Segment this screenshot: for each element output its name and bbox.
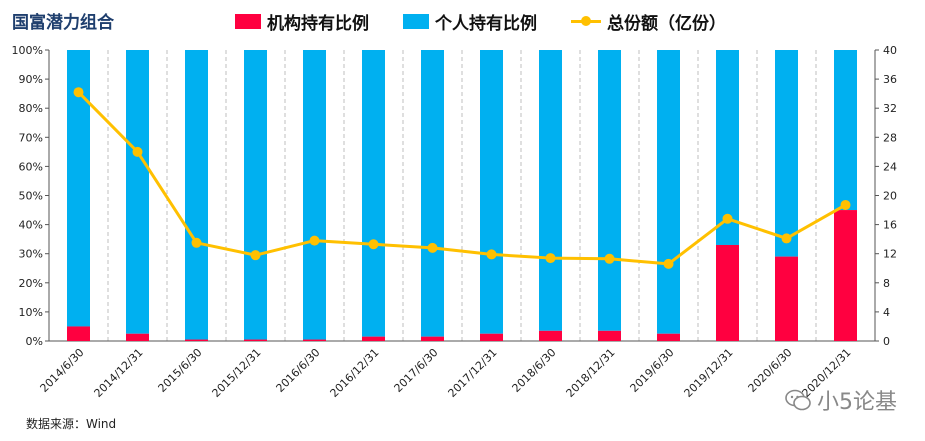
bar-individual <box>657 50 680 334</box>
legend-swatch-total <box>571 14 601 29</box>
point-total-shares <box>191 237 202 248</box>
x-tick-label: 2018/6/30 <box>510 346 559 395</box>
y-right-tick-label: 32 <box>883 102 897 115</box>
y-left-tick-label: 70% <box>19 131 43 144</box>
y-left-tick-label: 90% <box>19 73 43 86</box>
bar-institutional <box>657 333 680 341</box>
legend-swatch-individual <box>403 14 429 29</box>
bar-individual <box>362 50 385 337</box>
point-total-shares <box>368 239 379 250</box>
y-left-tick-label: 50% <box>19 190 43 203</box>
y-right-tick-label: 12 <box>883 248 897 261</box>
y-right-tick-label: 0 <box>883 335 890 348</box>
y-right-tick-label: 24 <box>883 160 897 173</box>
bar-institutional <box>303 339 326 341</box>
bar-individual <box>421 50 444 337</box>
bar-individual <box>539 50 562 331</box>
y-left-tick-label: 60% <box>19 160 43 173</box>
bar-institutional <box>421 336 444 341</box>
y-right-tick-label: 16 <box>883 219 897 232</box>
x-tick-label: 2017/6/30 <box>392 346 441 395</box>
bar-institutional <box>126 333 149 341</box>
x-tick-label: 2018/12/31 <box>564 346 618 400</box>
bar-institutional <box>539 330 562 341</box>
point-total-shares <box>486 249 497 260</box>
point-total-shares <box>73 87 84 98</box>
legend-item-total: 总份额（亿份） <box>571 9 726 34</box>
bar-individual <box>598 50 621 331</box>
wechat-icon <box>785 389 811 411</box>
point-total-shares <box>722 213 733 224</box>
bar-institutional <box>716 244 739 341</box>
bar-institutional <box>834 210 857 341</box>
point-total-shares <box>663 258 674 269</box>
x-tick-label: 2015/6/30 <box>156 346 205 395</box>
bar-individual <box>244 50 267 340</box>
bar-institutional <box>598 330 621 341</box>
legend-item-individual: 个人持有比例 <box>403 9 537 34</box>
bar-institutional <box>67 326 90 341</box>
bar-individual <box>185 50 208 340</box>
legend-label-institutional: 机构持有比例 <box>267 14 369 34</box>
y-left-tick-label: 80% <box>19 102 43 115</box>
y-left-tick-label: 20% <box>19 277 43 290</box>
x-tick-label: 2016/6/30 <box>274 346 323 395</box>
line-total-shares <box>77 91 847 266</box>
point-total-shares <box>309 235 320 246</box>
bar-institutional <box>244 339 267 341</box>
bar-individual <box>480 50 503 334</box>
y-left-tick-label: 40% <box>19 219 43 232</box>
x-tick-label: 2014/12/31 <box>92 346 146 400</box>
bar-institutional <box>775 256 798 341</box>
source-note: 数据来源：Wind <box>26 417 117 431</box>
y-right-tick-label: 36 <box>883 73 897 86</box>
bar-individual <box>716 50 739 245</box>
x-tick-label: 2019/12/31 <box>682 346 736 400</box>
x-tick-label: 2015/12/31 <box>210 346 264 400</box>
point-total-shares <box>840 199 851 210</box>
bar-individual <box>834 50 857 211</box>
y-left-tick-label: 10% <box>19 306 43 319</box>
x-tick-label: 2014/6/30 <box>38 346 87 395</box>
bar-individual <box>67 50 90 327</box>
y-right-tick-label: 40 <box>883 44 897 57</box>
point-total-shares <box>545 253 556 264</box>
bar-individual <box>775 50 798 257</box>
legend-swatch-institutional <box>235 14 261 29</box>
y-right-tick-label: 4 <box>883 306 890 319</box>
point-total-shares <box>132 146 143 157</box>
watermark-text: 小5论基 <box>817 390 897 415</box>
y-right-tick-label: 20 <box>883 190 897 203</box>
y-right-tick-label: 28 <box>883 131 897 144</box>
x-tick-label: 2019/6/30 <box>628 346 677 395</box>
chart-title: 国富潜力组合 <box>12 13 114 33</box>
bar-individual <box>126 50 149 334</box>
y-right-tick-label: 8 <box>883 277 890 290</box>
bar-institutional <box>362 336 385 341</box>
y-left-tick-label: 30% <box>19 248 43 261</box>
watermark: 小5论基 <box>785 384 897 416</box>
point-total-shares <box>250 250 261 261</box>
y-left-tick-label: 100% <box>12 44 43 57</box>
bar-individual <box>303 50 326 340</box>
x-tick-label: 2017/12/31 <box>446 346 500 400</box>
bar-institutional <box>480 333 503 341</box>
point-total-shares <box>781 233 792 244</box>
bar-institutional <box>185 339 208 341</box>
legend-label-total: 总份额（亿份） <box>607 14 726 34</box>
legend: 机构持有比例 个人持有比例 总份额（亿份） <box>235 9 760 34</box>
x-tick-label: 2016/12/31 <box>328 346 382 400</box>
point-total-shares <box>604 253 615 264</box>
legend-label-individual: 个人持有比例 <box>435 14 537 34</box>
point-total-shares <box>427 242 438 253</box>
y-left-tick-label: 0% <box>26 335 43 348</box>
legend-item-institutional: 机构持有比例 <box>235 9 369 34</box>
